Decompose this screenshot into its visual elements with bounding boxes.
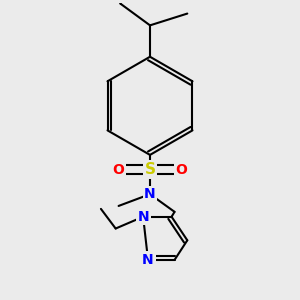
Text: N: N — [142, 253, 154, 267]
Text: N: N — [144, 187, 156, 201]
Text: N: N — [137, 210, 149, 224]
Text: S: S — [145, 162, 155, 177]
Text: O: O — [113, 163, 124, 177]
Text: O: O — [176, 163, 187, 177]
